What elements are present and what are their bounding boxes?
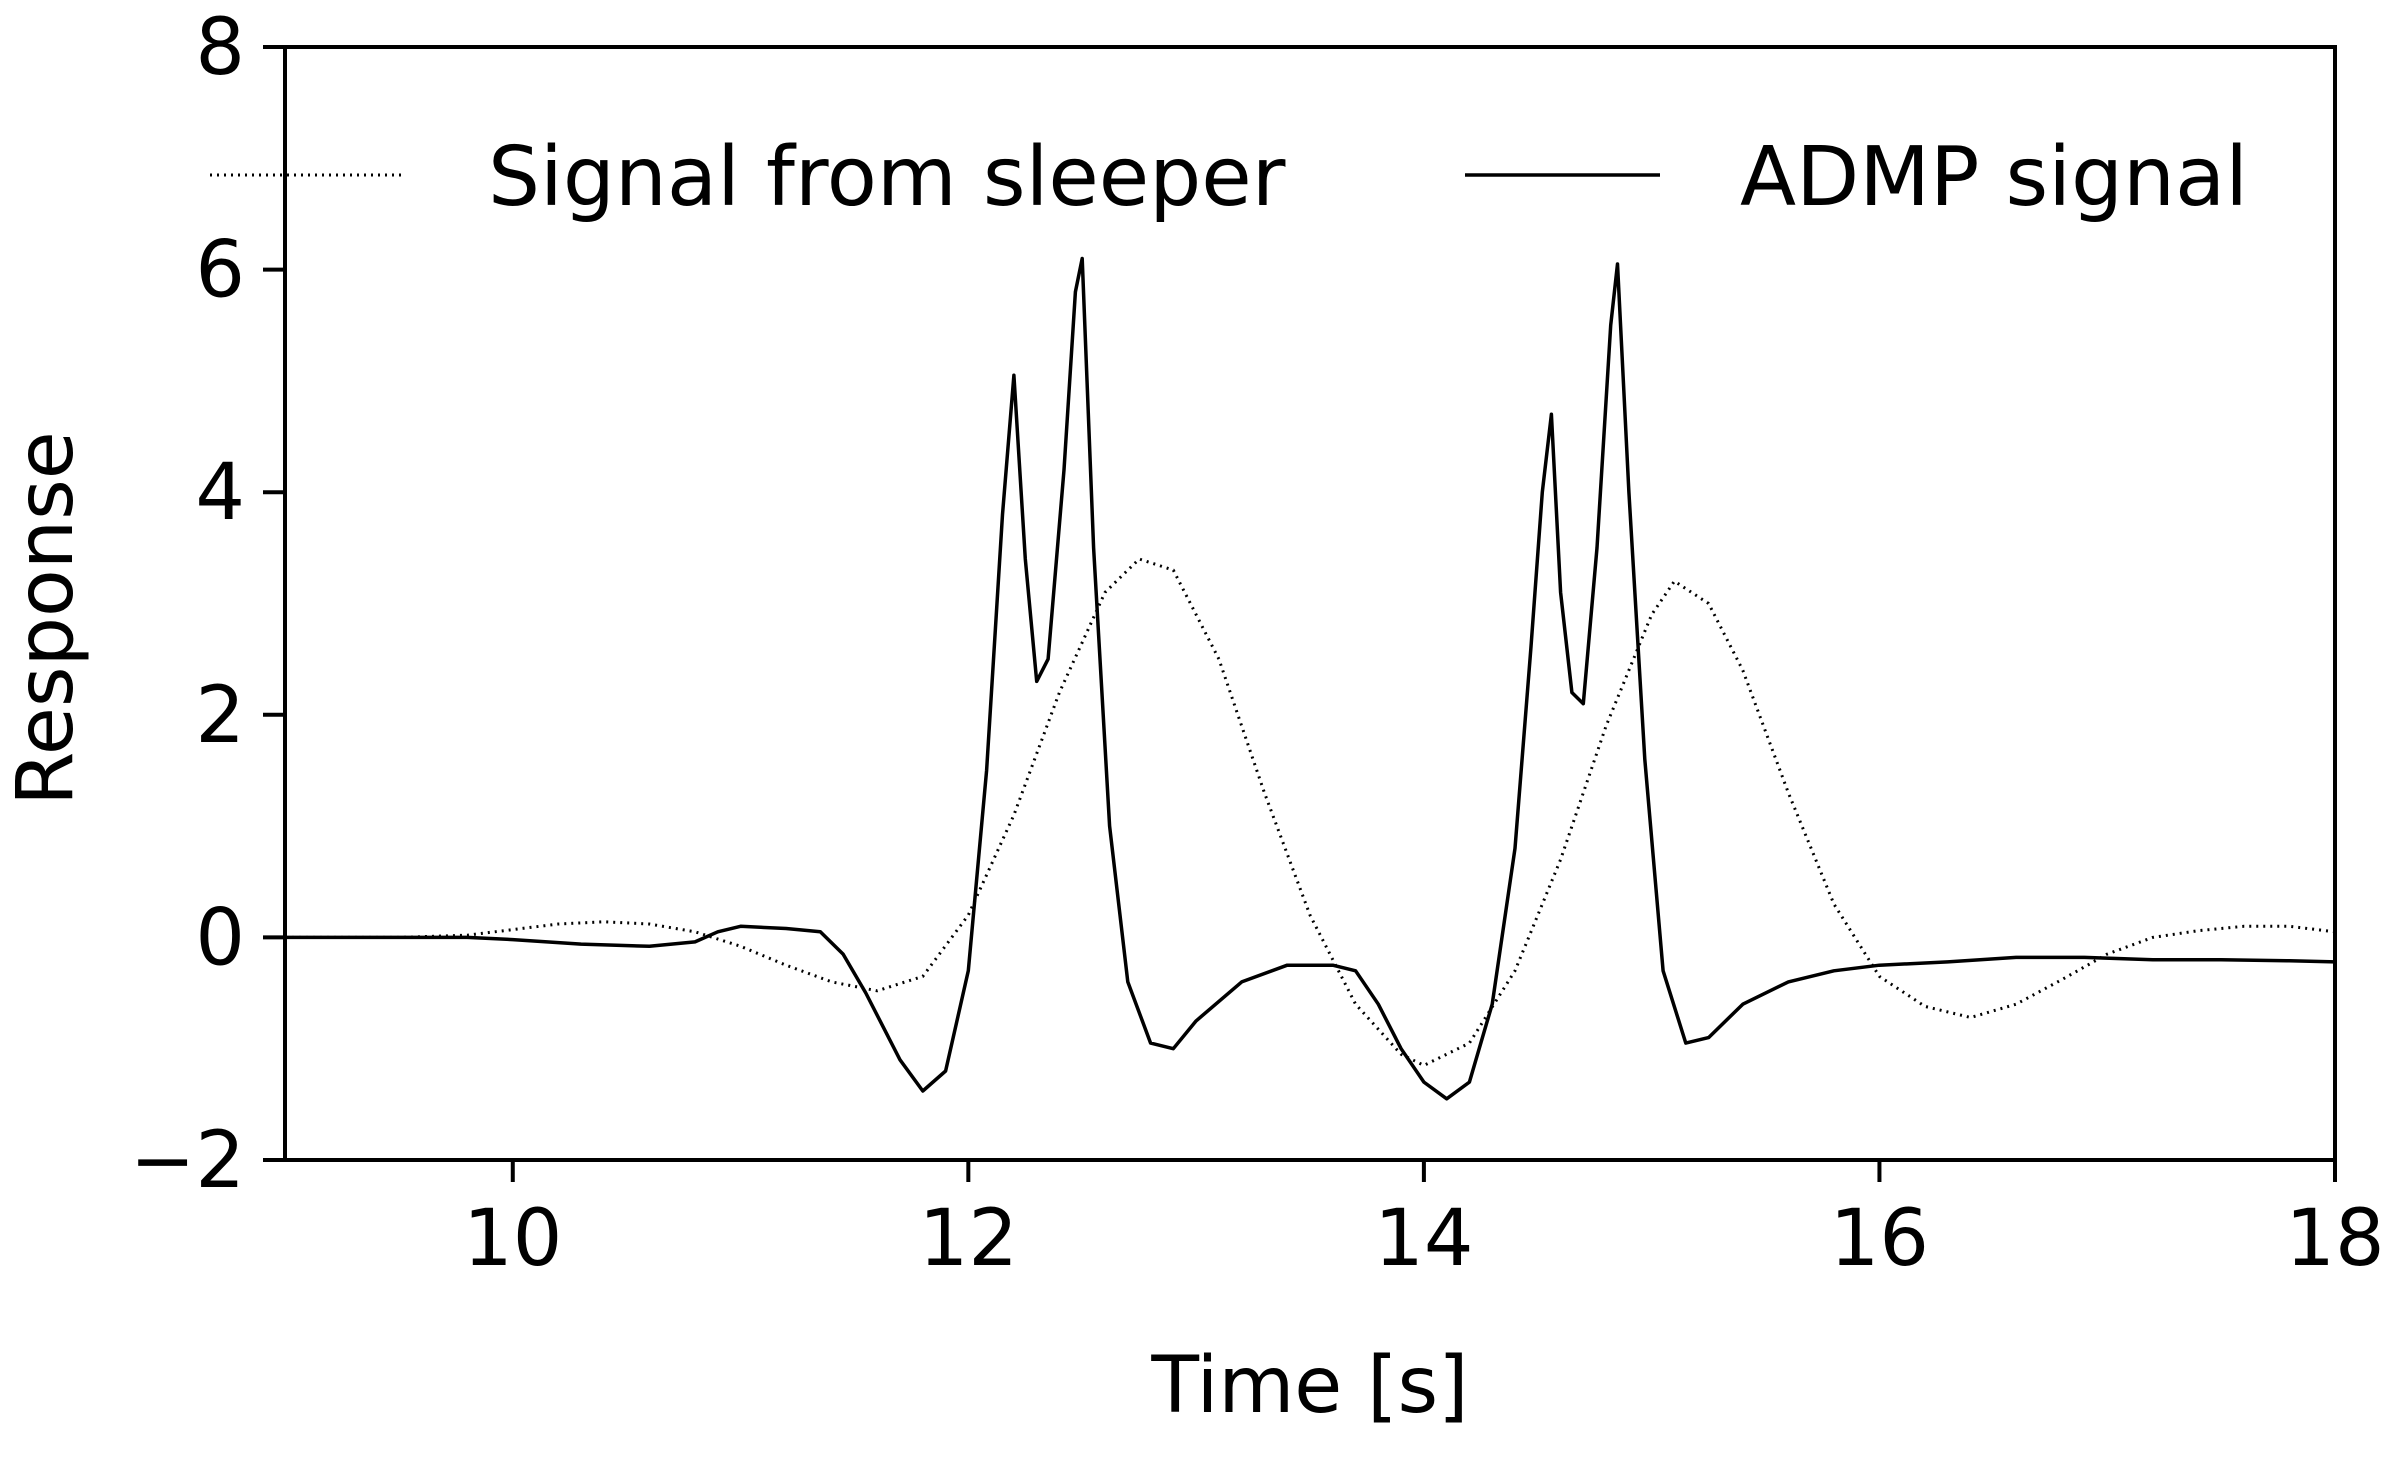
y-tick-label: 0: [195, 893, 245, 983]
series-line-signal-from-sleeper: [285, 557, 2335, 1067]
plot-area: [285, 256, 2335, 1101]
legend-item-signal-from-sleeper: Signal from sleeper: [210, 130, 1286, 225]
x-tick-label: 18: [2285, 1194, 2384, 1284]
legend-label: ADMP signal: [1740, 130, 2248, 225]
legend-label: Signal from sleeper: [488, 130, 1286, 225]
x-tick-label: 12: [919, 1194, 1018, 1284]
plot-frame: [283, 45, 2337, 1162]
x-axis-title: Time [s]: [1150, 1341, 1468, 1431]
y-tick-label: 2: [195, 671, 245, 761]
y-axis-title: Response: [1, 431, 91, 806]
y-tick-label: 4: [195, 448, 245, 538]
axes: 10 12 14 16 18 −2 0 2 4 6 8: [130, 3, 2385, 1284]
y-tick-label: 6: [195, 226, 245, 316]
x-tick-label: 14: [1374, 1194, 1473, 1284]
legend-item-admp-signal: ADMP signal: [1465, 130, 2248, 225]
y-tick-label: −2: [130, 1116, 245, 1206]
series-line-admp-signal: [285, 256, 2335, 1101]
y-tick-label: 8: [195, 3, 245, 93]
x-tick-label: 10: [463, 1194, 562, 1284]
legend: Signal from sleeper ADMP signal: [210, 130, 2248, 225]
x-tick-label: 16: [1830, 1194, 1929, 1284]
